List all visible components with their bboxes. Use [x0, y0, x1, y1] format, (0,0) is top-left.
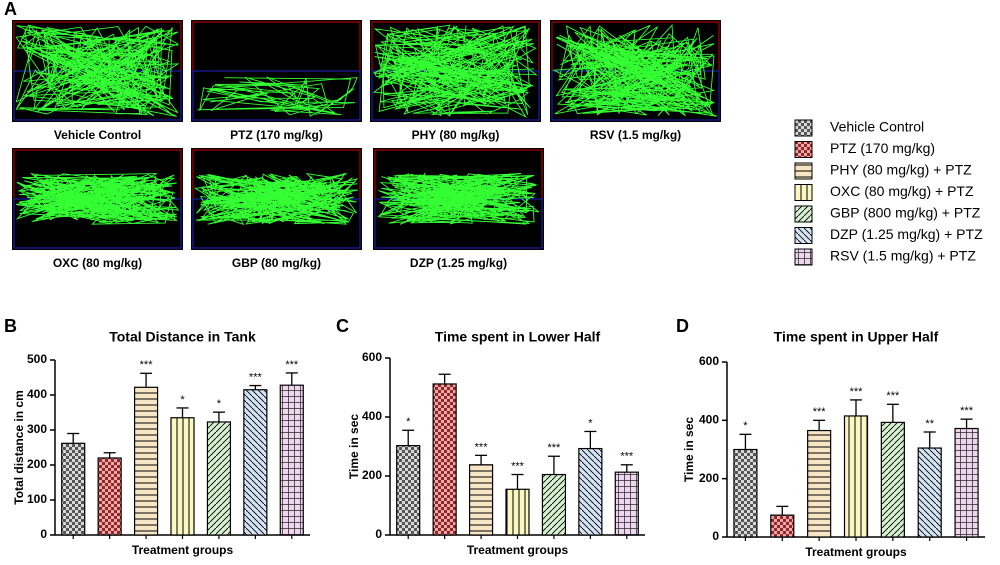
- y-tick-label: 300: [27, 422, 47, 436]
- significance: ***: [850, 386, 864, 398]
- image-label: DZP (1.25 mg/kg): [410, 256, 507, 270]
- legend-swatch: [794, 205, 813, 223]
- zone-lower: [192, 70, 361, 121]
- y-tick-label: 400: [699, 413, 719, 427]
- significance: *: [588, 417, 593, 429]
- track: [15, 24, 180, 117]
- y-tick-label: 500: [27, 352, 47, 366]
- significance: **: [925, 418, 934, 430]
- y-tick-label: 100: [27, 492, 47, 506]
- y-tick-label: 200: [699, 471, 719, 485]
- bar: [505, 488, 530, 536]
- significance: ***: [886, 390, 900, 402]
- significance: ***: [285, 359, 299, 371]
- bar: [541, 473, 567, 536]
- significance: ***: [813, 406, 827, 418]
- bar: [243, 389, 268, 536]
- legend-label: OXC (80 mg/kg) + PTZ: [830, 183, 974, 199]
- significance: ***: [140, 359, 154, 371]
- y-axis-label: Time in sec: [682, 417, 696, 482]
- legend-swatch: [794, 227, 813, 244]
- bar: [396, 445, 421, 536]
- bar: [954, 427, 979, 538]
- image-label: RSV (1.5 mg/kg): [590, 128, 681, 142]
- y-tick-label: 0: [40, 527, 47, 541]
- y-tick-label: 200: [27, 457, 47, 471]
- bar: [770, 514, 795, 538]
- track: [197, 76, 358, 117]
- x-axis-label: Treatment groups: [805, 545, 907, 559]
- bar: [917, 447, 942, 538]
- bar: [880, 421, 905, 538]
- y-tick-label: 0: [712, 529, 719, 543]
- image-label: Vehicle Control: [54, 128, 141, 142]
- bar: [133, 386, 159, 536]
- track: [377, 172, 540, 225]
- panel-label: B: [4, 316, 17, 336]
- legend-label: PHY (80 mg/kg) + PTZ: [830, 162, 972, 178]
- y-axis-label: Total distance in cm: [12, 390, 26, 504]
- significance: *: [180, 394, 185, 406]
- legend-swatch: [794, 162, 813, 180]
- image-label: PHY (80 mg/kg): [412, 128, 500, 142]
- legend-swatch: [794, 119, 813, 137]
- bar: [206, 421, 232, 536]
- bar: [279, 384, 304, 536]
- image-label: GBP (80 mg/kg): [232, 256, 321, 270]
- legend-swatch: [794, 184, 813, 201]
- bar: [843, 415, 869, 538]
- chart-title: Time spent in Lower Half: [435, 329, 601, 345]
- panel-label: C: [336, 316, 349, 336]
- bar: [614, 471, 639, 536]
- panel-label: D: [676, 316, 689, 336]
- y-tick-label: 600: [362, 350, 382, 364]
- image-label: PTZ (170 mg/kg): [230, 128, 323, 142]
- x-axis-label: Treatment groups: [132, 543, 234, 557]
- legend-swatch: [794, 248, 813, 266]
- y-tick-label: 200: [362, 468, 382, 482]
- y-tick-label: 400: [362, 409, 382, 423]
- track: [372, 24, 538, 118]
- legend-label: DZP (1.25 mg/kg) + PTZ: [830, 226, 983, 242]
- panel-label: A: [4, 0, 17, 19]
- legend-label: RSV (1.5 mg/kg) + PTZ: [830, 248, 976, 264]
- y-tick-label: 0: [375, 527, 382, 541]
- legend-swatch: [794, 141, 813, 158]
- legend-label: PTZ (170 mg/kg): [830, 140, 935, 156]
- bar: [807, 429, 832, 538]
- bar: [170, 417, 195, 536]
- bar: [97, 457, 122, 536]
- chart-title: Total Distance in Tank: [109, 329, 256, 345]
- bar: [61, 442, 86, 536]
- significance: *: [406, 416, 411, 428]
- significance: *: [217, 398, 222, 410]
- legend-label: Vehicle Control: [830, 119, 924, 135]
- x-axis-label: Treatment groups: [467, 543, 569, 557]
- chart-title: Time spent in Upper Half: [774, 329, 939, 345]
- y-tick-label: 600: [699, 354, 719, 368]
- legend-label: GBP (800 mg/kg) + PTZ: [830, 205, 981, 221]
- y-tick-label: 400: [27, 387, 47, 401]
- track: [194, 172, 359, 226]
- significance: ***: [548, 442, 562, 454]
- bar: [468, 464, 494, 536]
- bar: [432, 383, 457, 536]
- bar: [578, 447, 603, 536]
- track: [552, 24, 718, 117]
- y-axis-label: Time in sec: [347, 414, 361, 479]
- significance: ***: [511, 460, 525, 472]
- track: [15, 173, 180, 225]
- bar: [733, 448, 758, 538]
- significance: ***: [960, 405, 974, 417]
- image-label: OXC (80 mg/kg): [53, 256, 142, 270]
- significance: *: [743, 420, 748, 432]
- significance: ***: [249, 371, 263, 383]
- significance: ***: [475, 441, 489, 453]
- significance: ***: [620, 451, 634, 463]
